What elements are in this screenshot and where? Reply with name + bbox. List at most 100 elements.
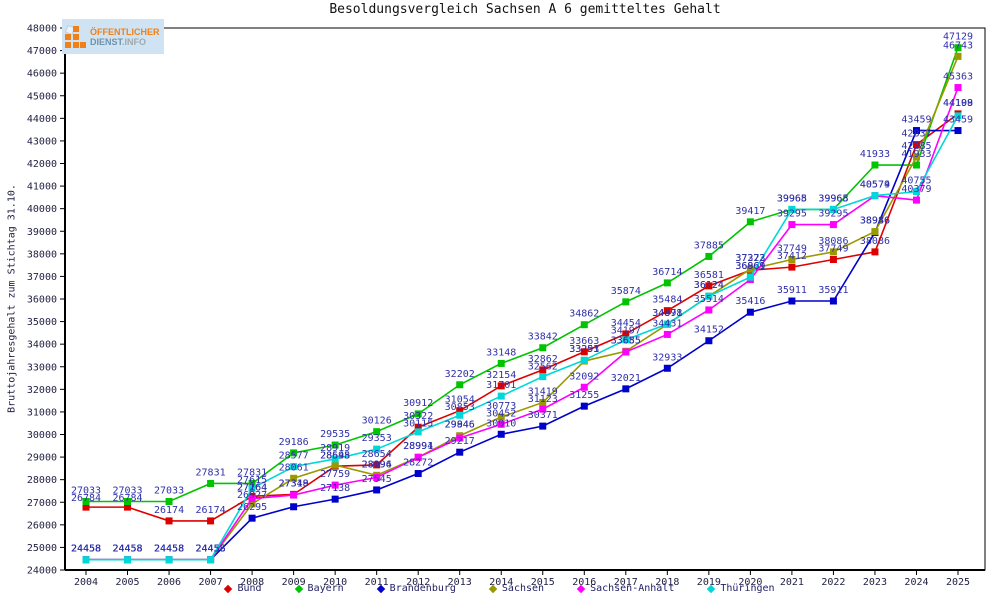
svg-text:27545: 27545 (362, 474, 392, 485)
svg-text:37749: 37749 (777, 244, 807, 255)
svg-text:41933: 41933 (901, 149, 931, 160)
svg-text:37749: 37749 (818, 244, 848, 255)
y-axis-label: Bruttojahresgehalt zum Stichtag 31.10. (6, 184, 18, 413)
logo-squares-icon (64, 24, 86, 48)
svg-text:43000: 43000 (27, 136, 57, 147)
svg-text:32562: 32562 (528, 361, 558, 372)
svg-text:44199: 44199 (943, 98, 973, 109)
svg-text:28919: 28919 (320, 443, 350, 454)
svg-text:24458: 24458 (71, 544, 101, 555)
legend-label: Sachsen-Anhalt (590, 583, 675, 594)
svg-text:40379: 40379 (901, 184, 931, 195)
svg-text:34152: 34152 (694, 325, 724, 336)
svg-text:24458: 24458 (112, 544, 142, 555)
svg-text:35514: 35514 (694, 294, 724, 305)
svg-text:28598: 28598 (320, 450, 350, 461)
svg-text:24458: 24458 (154, 544, 184, 555)
svg-text:38086: 38086 (860, 236, 890, 247)
svg-text:36124: 36124 (694, 280, 724, 291)
svg-text:36581: 36581 (694, 270, 724, 281)
svg-text:28272: 28272 (403, 458, 433, 469)
svg-text:28991: 28991 (403, 441, 433, 452)
legend-marker-icon (294, 584, 303, 593)
svg-text:40000: 40000 (27, 204, 57, 215)
svg-text:27831: 27831 (196, 467, 226, 478)
svg-text:28000: 28000 (27, 475, 57, 486)
svg-text:27033: 27033 (71, 486, 101, 497)
svg-text:32021: 32021 (611, 373, 641, 384)
legend-label: Bund (237, 583, 262, 594)
legend-item-sachsen: Sachsen (488, 583, 545, 594)
svg-text:24458: 24458 (112, 544, 142, 555)
svg-text:2007: 2007 (199, 577, 223, 588)
svg-text:39295: 39295 (818, 209, 848, 220)
svg-text:29186: 29186 (279, 437, 309, 448)
svg-text:2008: 2008 (240, 577, 264, 588)
svg-text:27033: 27033 (154, 486, 184, 497)
svg-text:31701: 31701 (486, 380, 516, 391)
svg-text:26295: 26295 (237, 502, 267, 513)
svg-text:36000: 36000 (27, 295, 57, 306)
legend-item-brandenburg: Brandenburg (376, 583, 456, 594)
svg-text:31255: 31255 (569, 390, 599, 401)
svg-text:2016: 2016 (572, 577, 596, 588)
svg-text:32933: 32933 (652, 352, 682, 363)
svg-text:24458: 24458 (196, 544, 226, 555)
svg-text:39417: 39417 (735, 206, 765, 217)
legend-label: Bayern (307, 583, 344, 594)
svg-text:46743: 46743 (943, 40, 973, 51)
svg-text:2014: 2014 (489, 577, 513, 588)
svg-text:24458: 24458 (196, 544, 226, 555)
svg-text:30115: 30115 (403, 419, 433, 430)
svg-text:29846: 29846 (445, 420, 475, 431)
svg-text:34862: 34862 (569, 309, 599, 320)
svg-text:33655: 33655 (611, 335, 641, 346)
svg-text:44108: 44108 (943, 98, 973, 109)
svg-text:35000: 35000 (27, 317, 57, 328)
svg-text:43459: 43459 (901, 115, 931, 126)
legend-label: Sachsen (501, 583, 545, 594)
svg-text:26174: 26174 (154, 505, 184, 516)
legend-marker-icon (224, 584, 233, 593)
svg-text:32202: 32202 (445, 369, 475, 380)
svg-text:27831: 27831 (237, 467, 267, 478)
svg-text:28577: 28577 (279, 451, 309, 462)
svg-text:45363: 45363 (943, 72, 973, 83)
svg-text:30371: 30371 (528, 410, 558, 421)
svg-text:34197: 34197 (611, 325, 641, 336)
legend-marker-icon (576, 584, 586, 593)
svg-text:47129: 47129 (943, 32, 973, 43)
svg-text:26927: 26927 (237, 490, 267, 501)
svg-text:39965: 39965 (818, 193, 848, 204)
svg-text:29535: 29535 (320, 429, 350, 440)
svg-text:39968: 39968 (777, 193, 807, 204)
svg-text:25000: 25000 (27, 543, 57, 554)
svg-text:39295: 39295 (777, 209, 807, 220)
svg-text:46000: 46000 (27, 69, 57, 80)
svg-text:36861: 36861 (735, 261, 765, 272)
svg-text:26784: 26784 (71, 493, 101, 504)
legend-item-bund: Bund (224, 583, 262, 594)
svg-text:2012: 2012 (406, 577, 430, 588)
svg-text:30000: 30000 (27, 430, 57, 441)
svg-text:38986: 38986 (860, 216, 890, 227)
svg-text:32000: 32000 (27, 385, 57, 396)
legend-item-sachsen-anhalt: Sachsen-Anhalt (576, 583, 675, 594)
svg-text:27759: 27759 (320, 469, 350, 480)
svg-text:2023: 2023 (863, 577, 887, 588)
svg-text:34454: 34454 (611, 318, 641, 329)
chart-title: Besoldungsvergleich Sachsen A 6 gemittel… (329, 2, 721, 17)
svg-text:37412: 37412 (777, 251, 807, 262)
svg-text:32154: 32154 (486, 370, 516, 381)
svg-text:30322: 30322 (403, 411, 433, 422)
svg-text:40574: 40574 (860, 180, 890, 191)
svg-text:38946: 38946 (860, 216, 890, 227)
svg-text:42837: 42837 (901, 129, 931, 140)
svg-text:33148: 33148 (486, 347, 516, 358)
svg-text:2010: 2010 (323, 577, 347, 588)
oeffentlicher-dienst-info-logo[interactable]: ÖFFENTLICHER DIENST.INFO (62, 19, 164, 54)
svg-text:28096: 28096 (362, 459, 392, 470)
legend-item-th-ringen: Thüringen (707, 583, 775, 594)
logo-text-line2: DIENST.INFO (90, 36, 147, 47)
